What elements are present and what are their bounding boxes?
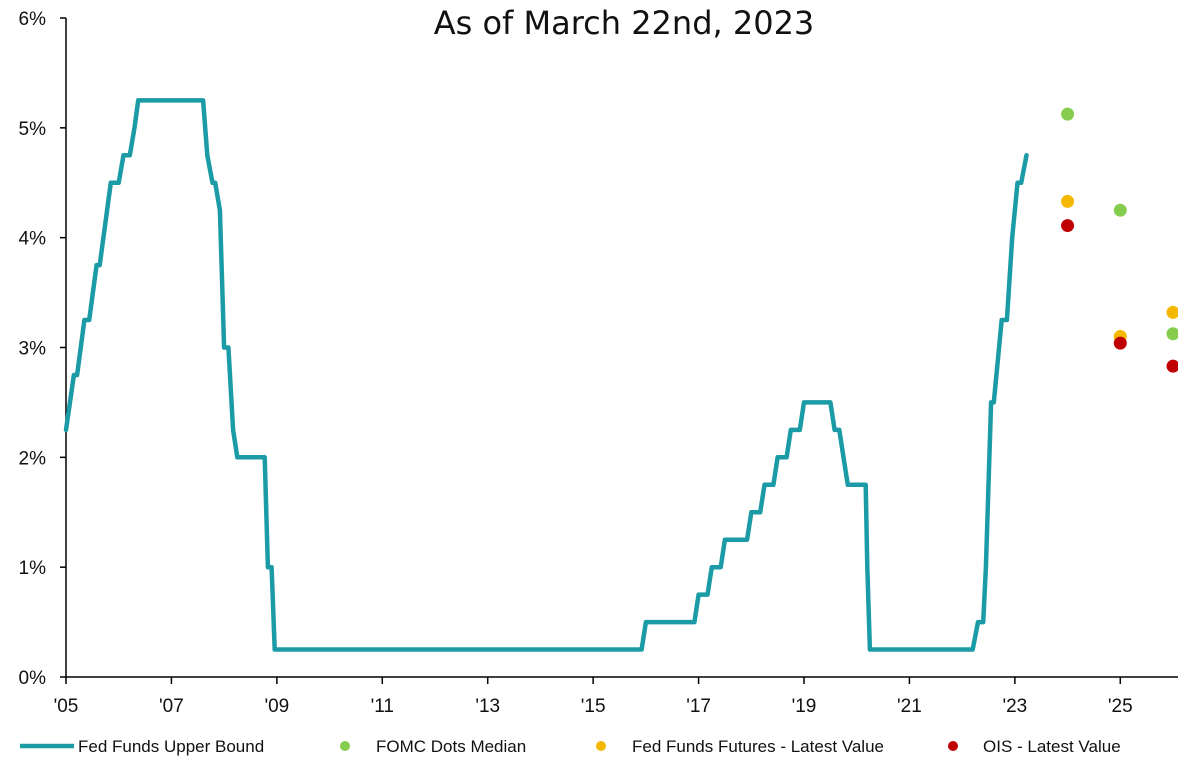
y-tick-label: 6% (19, 9, 47, 30)
x-tick-label: '13 (475, 696, 500, 717)
series-point-3 (1166, 359, 1178, 373)
y-tick-label: 2% (19, 448, 47, 469)
legend-label: Fed Funds Futures - Latest Value (632, 737, 884, 756)
plot-area (63, 98, 1178, 652)
series-point-3 (1113, 336, 1127, 350)
y-tick-label: 0% (19, 668, 47, 689)
x-tick-label: '11 (371, 696, 394, 717)
x-tick-label: '17 (686, 696, 711, 717)
series-line-fed-funds-upper-bound (63, 98, 1029, 652)
x-tick-label: '09 (264, 696, 289, 717)
series-point-2 (1061, 194, 1075, 208)
legend-label: Fed Funds Upper Bound (78, 737, 264, 756)
x-tick-label: '21 (897, 696, 922, 717)
legend: Fed Funds Upper Bound FOMC Dots Median Fed… (20, 737, 1121, 756)
x-tick-label: '25 (1108, 696, 1133, 717)
series-point-1 (1061, 107, 1075, 121)
legend-swatch-dot (596, 741, 606, 751)
legend-label: FOMC Dots Median (376, 737, 526, 756)
x-tick-label: '19 (792, 696, 817, 717)
series-point-3 (1061, 219, 1075, 233)
axes: 0% 1% 2% 3% 4% 5% 6% '05 '07 '09 '11 '13 '15 '17 '19 '2… (19, 9, 1178, 717)
y-tick-label: 1% (19, 558, 47, 579)
x-tick-label: '05 (54, 696, 79, 717)
series-point-1 (1113, 203, 1127, 217)
y-tick-label: 3% (19, 339, 47, 360)
chart-title: As of March 22nd, 2023 (434, 4, 815, 42)
x-tick-label: '23 (1002, 696, 1027, 717)
series-point-2 (1166, 305, 1178, 319)
legend-swatch-dot (340, 741, 350, 751)
y-tick-label: 5% (19, 119, 47, 140)
x-tick-label: '15 (581, 696, 606, 717)
legend-swatch-dot (948, 741, 958, 751)
x-tick-label: '07 (159, 696, 184, 717)
legend-label: OIS - Latest Value (983, 737, 1121, 756)
series-point-1 (1166, 327, 1178, 341)
y-tick-label: 4% (19, 229, 47, 250)
